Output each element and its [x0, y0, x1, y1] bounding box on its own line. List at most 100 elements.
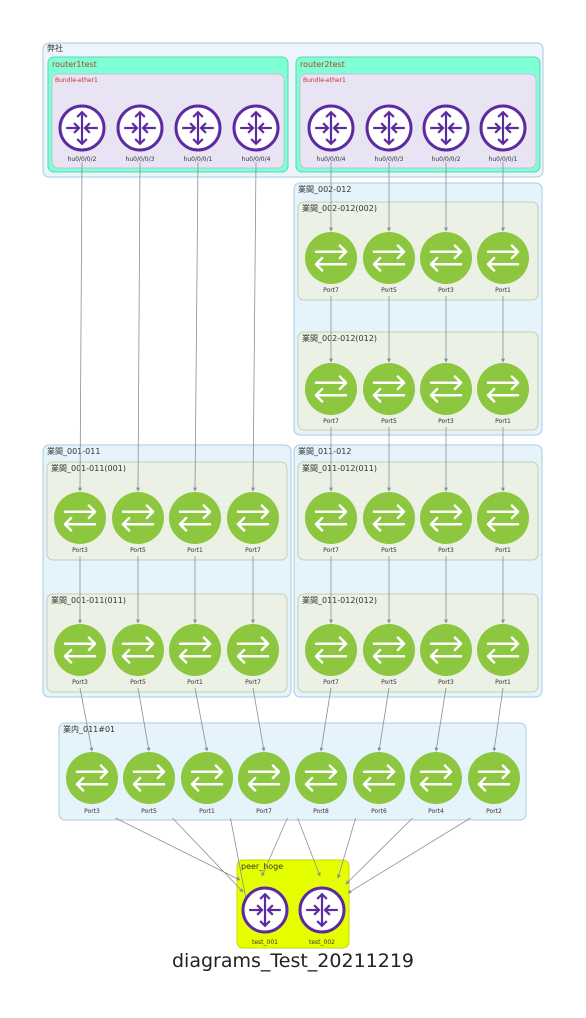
edge-line: [251, 161, 257, 492]
cluster-title: 業間_011-012: [298, 446, 351, 456]
node-label: Port1: [187, 679, 203, 686]
node-label: Port1: [495, 287, 511, 294]
switch-node-s012b-2: Port5: [363, 624, 415, 686]
node-label: hu0/0/0/4: [317, 156, 346, 163]
cluster-c002-012-002: 業間_002-012(002): [297, 201, 539, 301]
node-label: Port5: [381, 287, 397, 294]
node-label: Port7: [256, 808, 272, 815]
switch-icon: [227, 624, 279, 676]
edge-line: [319, 687, 332, 752]
node-label: test_002: [309, 939, 335, 946]
cluster-title: router1test: [52, 60, 97, 69]
switch-icon: [410, 752, 462, 804]
node-label: hu0/0/0/3: [375, 156, 404, 163]
cluster-title: 業間_001-011: [47, 446, 100, 456]
node-label: Port1: [199, 808, 215, 815]
switch-node-s002-3: Port3: [420, 232, 472, 294]
node-label: hu0/0/0/2: [68, 156, 97, 163]
router-icon: [241, 886, 289, 934]
cluster-c011-012-011: 業間_011-012(011): [297, 461, 539, 561]
switch-icon: [420, 492, 472, 544]
switch-node-s011b-1: Port7: [305, 492, 357, 554]
edge-line: [194, 687, 209, 752]
node-label: Port3: [438, 679, 454, 686]
cluster-c011-01: 業内_011#01: [58, 722, 527, 821]
switch-node-s001-1: Port3: [54, 492, 106, 554]
switch-node-s011a-3: Port1: [169, 624, 221, 686]
router-node-r2-1: hu0/0/0/4: [307, 104, 355, 163]
node-label: Port1: [187, 547, 203, 554]
cluster-title: router2test: [300, 60, 345, 69]
edge-line: [377, 687, 390, 752]
cluster-router1-bundle: Bundle-ether1: [51, 73, 285, 169]
router-icon: [298, 886, 346, 934]
edge-line: [136, 161, 141, 492]
cluster-title: 業間_011-012(011): [302, 463, 377, 473]
diagram-caption: diagrams_Test_20211219: [171, 950, 415, 972]
node-label: Port7: [323, 287, 339, 294]
router-node-r1-3: hu0/0/0/1: [174, 104, 222, 163]
edge-line: [115, 817, 241, 881]
node-label: hu0/0/0/3: [126, 156, 155, 163]
node-label: Port7: [245, 547, 261, 554]
node-label: Port8: [313, 808, 329, 815]
switch-icon: [54, 492, 106, 544]
cluster-title: Bundle-ether1: [55, 77, 98, 84]
router-icon: [232, 104, 280, 152]
switch-node-s001-3: Port1: [169, 492, 221, 554]
node-label: Port5: [130, 679, 146, 686]
edge-line: [337, 817, 356, 879]
node-label: hu0/0/0/1: [184, 156, 213, 163]
cluster-title: 弊社: [47, 43, 63, 53]
node-label: Port3: [438, 418, 454, 425]
cluster-c001-011-011: 業間_001-011(011): [46, 593, 288, 693]
switch-icon: [305, 492, 357, 544]
node-label: test_001: [252, 939, 278, 946]
switch-icon: [305, 232, 357, 284]
switch-node-s012-2: Port5: [363, 363, 415, 425]
switch-icon: [353, 752, 405, 804]
cluster-title: 業間_002-012(002): [302, 203, 377, 213]
edge-line: [297, 817, 321, 877]
switch-node-s011b-2: Port5: [363, 492, 415, 554]
node-label: Port7: [245, 679, 261, 686]
switch-icon: [477, 624, 529, 676]
node-label: Port5: [381, 418, 397, 425]
edge-line: [252, 687, 266, 752]
switch-icon: [112, 624, 164, 676]
node-label: Port7: [323, 679, 339, 686]
edge-line: [137, 687, 151, 752]
edge-line: [172, 817, 244, 893]
router-icon: [307, 104, 355, 152]
node-label: Port5: [381, 679, 397, 686]
switch-icon: [420, 232, 472, 284]
switch-node-s01-3: Port1: [181, 752, 233, 815]
cluster-title: peer_hoge: [241, 862, 283, 871]
node-label: Port7: [323, 547, 339, 554]
switch-icon: [123, 752, 175, 804]
switch-icon: [363, 232, 415, 284]
switch-icon: [181, 752, 233, 804]
node-label: hu0/0/0/1: [489, 156, 518, 163]
node-label: Port1: [495, 679, 511, 686]
cluster-title: 業間_001-011(001): [51, 463, 126, 473]
node-label: Port3: [72, 547, 88, 554]
cluster-c002-012-012: 業間_002-012(012): [297, 331, 539, 431]
switch-node-s012-3: Port3: [420, 363, 472, 425]
switch-node-s011a-2: Port5: [112, 624, 164, 686]
cluster-title: 業間_002-012(012): [302, 333, 377, 343]
switch-node-s01-1: Port3: [66, 752, 118, 815]
router-icon: [422, 104, 470, 152]
cluster-title: 業間_002-012: [298, 184, 351, 194]
switch-icon: [66, 752, 118, 804]
switch-icon: [238, 752, 290, 804]
node-label: Port5: [381, 547, 397, 554]
edge-line: [434, 687, 447, 752]
switch-node-s01-4: Port7: [238, 752, 290, 815]
cluster-title: 業間_001-011(011): [51, 595, 126, 605]
switch-node-s011b-4: Port1: [477, 492, 529, 554]
edge-line: [345, 817, 413, 885]
edge-line: [193, 161, 199, 492]
router-node-r2-4: hu0/0/0/1: [479, 104, 527, 163]
